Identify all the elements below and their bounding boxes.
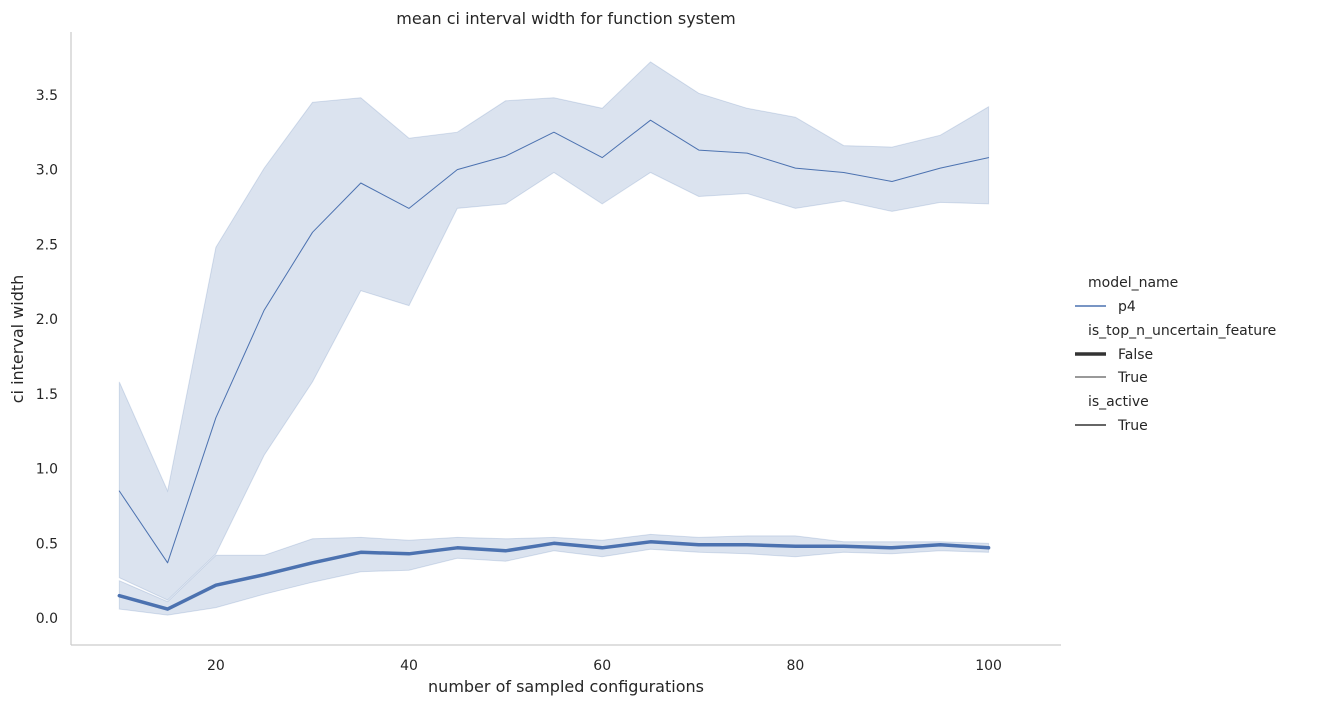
legend: model_name p4 is_top_n_uncertain_feature Fa…: [1075, 275, 1276, 434]
legend-entry-label: False: [1118, 347, 1153, 363]
chart-title: mean ci interval width for function syst…: [396, 9, 735, 28]
y-tick-label: 0.0: [36, 611, 58, 627]
x-axis-label: number of sampled configurations: [428, 677, 704, 696]
ci-band-1: [118, 61, 990, 601]
y-tick-label: 0.5: [36, 536, 58, 552]
x-tick-label: 40: [400, 658, 418, 674]
x-tick-labels: 20 40 60 80 100: [207, 658, 1002, 674]
y-tick-label: 3.0: [36, 163, 58, 179]
series-line-1: [118, 119, 990, 564]
x-tick-label: 100: [975, 658, 1002, 674]
legend-group-title: model_name: [1088, 275, 1178, 291]
ci-band-0: [118, 533, 990, 616]
y-tick-label: 3.5: [36, 88, 58, 104]
confidence-bands: [118, 61, 990, 616]
y-tick-label: 2.5: [36, 237, 58, 253]
x-tick-label: 20: [207, 658, 225, 674]
y-tick-label: 2.0: [36, 312, 58, 328]
y-tick-labels: 0.0 0.5 1.0 1.5 2.0 2.5 3.0 3.5: [36, 88, 58, 627]
y-axis-label: ci interval width: [8, 275, 27, 404]
legend-entry-label: p4: [1118, 299, 1136, 315]
legend-group-title: is_active: [1088, 394, 1149, 410]
series-line-0: [117, 540, 991, 611]
legend-entry-label: True: [1117, 418, 1148, 434]
x-tick-label: 80: [786, 658, 804, 674]
legend-group-title: is_top_n_uncertain_feature: [1088, 323, 1276, 339]
y-tick-label: 1.5: [36, 387, 58, 403]
series-lines: [117, 119, 991, 611]
y-tick-label: 1.0: [36, 462, 58, 478]
x-tick-label: 60: [593, 658, 611, 674]
legend-entry-label: True: [1117, 370, 1148, 386]
